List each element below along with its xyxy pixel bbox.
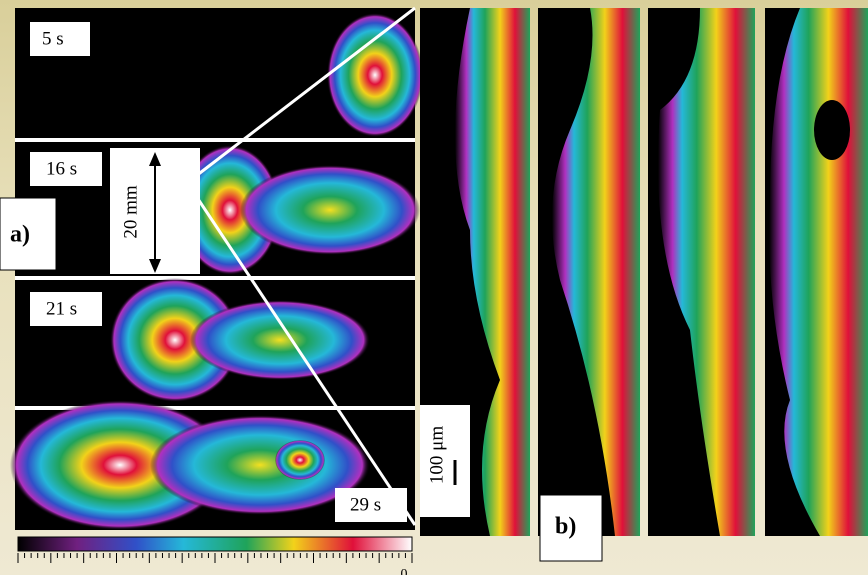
strip-hole	[814, 100, 850, 160]
flame	[190, 300, 370, 380]
colorbar	[18, 537, 412, 551]
time-label: 5 s	[42, 28, 64, 49]
colorbar-ticks	[18, 553, 412, 563]
figure: 5 s 16 s 21 s 29 s 20 mm a) 0 100 μm b)	[0, 0, 868, 575]
flame	[327, 13, 423, 137]
page: 5 s 16 s 21 s 29 s 20 mm a) 0 100 μm b) …	[0, 0, 868, 575]
time-label: 29 s	[350, 494, 381, 515]
time-label: 21 s	[46, 298, 77, 319]
colorbar-label: 0	[401, 567, 408, 575]
flame	[275, 440, 325, 480]
flame	[240, 165, 420, 255]
scale-label: 20 mm	[120, 185, 141, 239]
time-label: 16 s	[46, 158, 77, 179]
panel-label: a)	[10, 222, 30, 248]
scale-label: 100 μm	[426, 426, 447, 484]
panel-label: b)	[555, 514, 576, 540]
